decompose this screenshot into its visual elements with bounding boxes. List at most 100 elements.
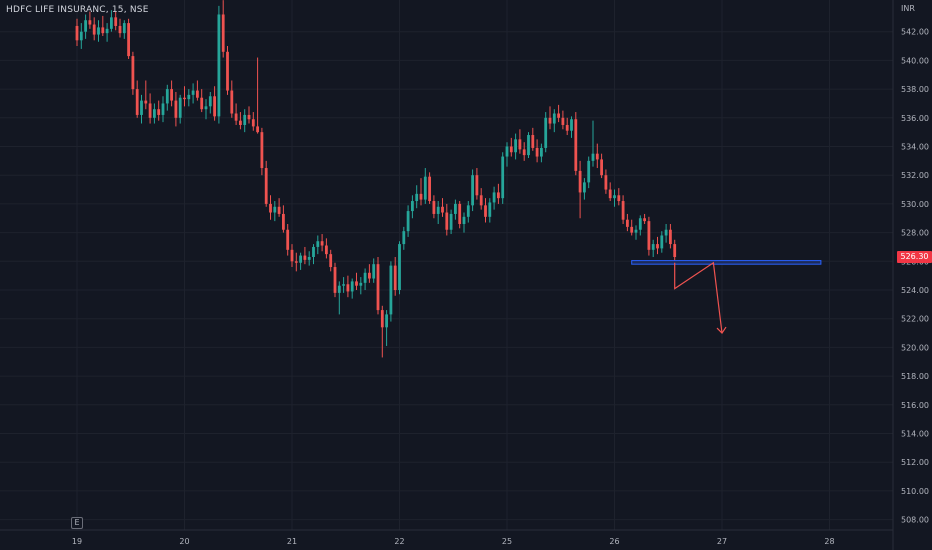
time-tick-label: 27: [717, 537, 727, 546]
symbol-title[interactable]: HDFC LIFE INSURANC, 15, NSE: [6, 5, 149, 15]
price-tick-label: 528.00: [901, 229, 929, 238]
candle-body-down: [419, 193, 423, 200]
candle-body-down: [277, 206, 281, 214]
candle-body-up: [544, 117, 548, 148]
candle-body-up: [299, 255, 302, 263]
candle-body-down: [320, 241, 324, 246]
candle-body-up: [187, 94, 191, 100]
candle-body-down: [600, 159, 603, 176]
candle-body-down: [213, 96, 216, 117]
support-zone-rectangle[interactable]: [631, 260, 822, 265]
candle-body-down: [329, 254, 333, 268]
candle-body-down: [260, 132, 264, 169]
candle-body-up: [651, 244, 655, 250]
candle-body-up: [462, 216, 466, 224]
candle-body-up: [587, 160, 591, 183]
candle-body-up: [97, 27, 100, 35]
price-tick-label: 510.00: [901, 487, 929, 496]
candle-body-up: [471, 175, 474, 206]
time-tick-label: 25: [502, 537, 512, 546]
candle-body-up: [660, 235, 664, 249]
candle-body-up: [505, 146, 509, 157]
earnings-e-button[interactable]: E: [71, 517, 83, 529]
candle-body-down: [479, 195, 483, 206]
price-tick-label: 518.00: [901, 372, 929, 381]
candle-body-down: [445, 212, 449, 230]
drawing-annotations[interactable]: [631, 260, 822, 334]
candle-body-up: [664, 229, 668, 236]
candle-body-up: [105, 28, 109, 34]
candle-body-up: [312, 246, 315, 257]
candle-body-up: [423, 176, 427, 200]
candle-body-up: [122, 23, 126, 34]
candle-body-down: [282, 213, 285, 230]
candle-body-up: [402, 231, 406, 245]
candle-body-down: [290, 249, 294, 262]
candle-body-down: [522, 149, 526, 156]
candle-body-down: [595, 153, 599, 160]
price-tick-label: 508.00: [901, 516, 929, 525]
candle-body-down: [475, 175, 479, 196]
candle-body-down: [643, 218, 646, 222]
candle-body-down: [269, 203, 272, 213]
candles-group: [75, 0, 677, 358]
candle-body-down: [509, 146, 513, 153]
candle-body-down: [135, 89, 139, 115]
candle-body-up: [217, 14, 221, 117]
candle-body-up: [165, 89, 169, 104]
candle-body-down: [101, 27, 105, 34]
candle-body-down: [368, 272, 371, 279]
candle-body-down: [458, 203, 462, 224]
price-tick-label: 520.00: [901, 343, 929, 352]
candle-body-down: [226, 51, 229, 91]
candle-body-down: [346, 284, 350, 292]
candle-body-down: [75, 25, 79, 41]
candle-body-down: [148, 103, 152, 118]
candle-body-down: [256, 126, 259, 133]
candle-body-down: [376, 264, 380, 311]
candle-body-up: [527, 135, 530, 156]
time-tick-label: 19: [72, 537, 82, 546]
candle-body-down: [234, 113, 238, 121]
candle-body-up: [613, 195, 616, 199]
candle-body-up: [436, 206, 440, 214]
candle-body-up: [385, 314, 388, 328]
candle-body-up: [342, 284, 345, 286]
time-axis[interactable]: 19 20 21 22 25 26 27 28: [72, 537, 835, 546]
candle-body-down: [355, 281, 358, 286]
candle-body-up: [350, 281, 354, 292]
candle-body-down: [251, 119, 255, 127]
candle-body-up: [316, 241, 320, 247]
candle-body-down: [548, 117, 552, 124]
time-tick-label: 28: [824, 537, 834, 546]
candle-body-up: [153, 109, 156, 118]
candle-body-down: [200, 97, 204, 110]
last-price-tag: 526.30: [897, 251, 932, 263]
candle-body-down: [118, 25, 122, 34]
candle-body-down: [630, 226, 634, 233]
candle-body-down: [174, 100, 178, 118]
candle-body-up: [466, 205, 470, 217]
currency-label: INR: [901, 4, 915, 13]
candle-body-up: [583, 182, 586, 193]
candle-body-up: [363, 272, 367, 283]
candle-body-down: [518, 139, 522, 150]
candle-body-down: [557, 113, 560, 118]
price-tick-label: 538.00: [901, 85, 929, 94]
candle-body-up: [372, 264, 376, 279]
candle-body-down: [170, 89, 173, 101]
price-tick-label: 540.00: [901, 56, 929, 65]
candle-body-down: [239, 120, 242, 125]
candle-body-down: [247, 114, 251, 120]
candle-body-down: [114, 17, 118, 26]
candle-body-down: [608, 189, 612, 199]
candle-body-down: [92, 24, 96, 35]
candle-body-up: [406, 211, 410, 232]
candle-body-down: [669, 229, 672, 245]
candle-body-up: [359, 282, 363, 286]
candle-body-up: [191, 90, 195, 95]
projection-arrow-path[interactable]: [674, 261, 723, 334]
grid-lines: [0, 0, 893, 530]
